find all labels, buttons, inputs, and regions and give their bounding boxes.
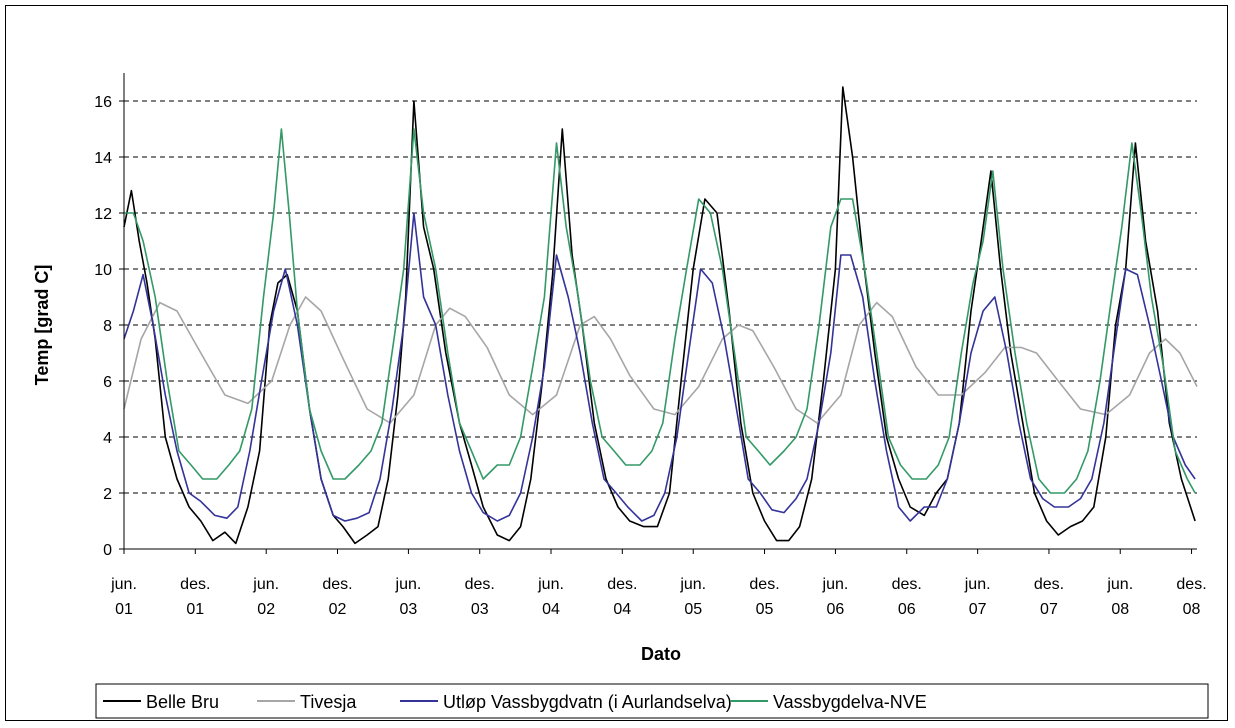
x-tick-label-year: 05 (684, 601, 702, 618)
series-line-2 (123, 212, 1196, 522)
y-axis-title: Temp [grad C] (32, 265, 52, 386)
x-tick-label-year: 04 (613, 601, 631, 618)
legend-label: Tivesja (300, 692, 357, 712)
x-tick-label-month: jun. (110, 576, 137, 593)
series-line-1 (123, 296, 1198, 424)
x-tick-label-year: 01 (115, 601, 133, 618)
x-tick-label-year: 08 (1183, 601, 1201, 618)
x-tick-label-month: des. (607, 576, 637, 593)
x-tick-label-year: 03 (400, 601, 418, 618)
y-tick-label: 4 (103, 430, 112, 447)
series-lines (123, 86, 1198, 545)
x-tick-label-month: jun. (537, 576, 564, 593)
x-tick-label-year: 04 (542, 601, 560, 618)
x-tick-label-month: jun. (1106, 576, 1133, 593)
legend-label: Utløp Vassbygdvatn (i Aurlandselva) (443, 692, 732, 712)
y-tick-label: 10 (94, 262, 112, 279)
x-tick-label-year: 07 (969, 601, 987, 618)
x-axis-title: Dato (641, 644, 681, 664)
x-tick-label-month: jun. (679, 576, 706, 593)
x-tick-label-month: des. (180, 576, 210, 593)
x-tick-label-year: 05 (756, 601, 774, 618)
x-tick-label-year: 06 (898, 601, 916, 618)
y-tick-label: 12 (94, 206, 112, 223)
x-tick-label-month: jun. (395, 576, 422, 593)
x-tick-label-year: 03 (471, 601, 489, 618)
legend-label: Vassbygdelva-NVE (773, 692, 927, 712)
y-tick-label: 8 (103, 318, 112, 335)
x-tick-label-year: 08 (1111, 601, 1129, 618)
x-tick-label-month: des. (465, 576, 495, 593)
y-tick-label: 0 (103, 542, 112, 559)
x-tick-label-month: jun. (964, 576, 991, 593)
legend-label: Belle Bru (146, 692, 219, 712)
y-tick-label: 6 (103, 374, 112, 391)
y-tick-labels: 0 2 4 6 8 10 12 14 16 (94, 94, 124, 559)
y-tick-label: 16 (94, 94, 112, 111)
x-tick-label-month: des. (749, 576, 779, 593)
x-tick-label-month: des. (892, 576, 922, 593)
x-tick-label-month: des. (322, 576, 352, 593)
x-tick-label-year: 06 (827, 601, 845, 618)
x-tick-label-year: 07 (1040, 601, 1058, 618)
gridlines (124, 100, 1197, 494)
x-tick-label-year: 01 (186, 601, 204, 618)
x-tick-label-month: des. (1034, 576, 1064, 593)
legend: Belle Bru Tivesja Utløp Vassbygdvatn (i Au… (95, 683, 1209, 719)
chart-frame (5, 5, 1228, 721)
y-tick-label: 2 (103, 486, 112, 503)
x-tick-label-year: 02 (257, 601, 275, 618)
y-tick-label: 14 (94, 150, 112, 167)
x-tick-label-month: jun. (822, 576, 849, 593)
axes (123, 73, 1197, 550)
x-tick-label-month: jun. (252, 576, 279, 593)
x-tick-label-month: des. (1176, 576, 1206, 593)
series-line-0 (123, 86, 1196, 545)
x-tick-labels: jun. 01 des. 01 jun. 02 des. 02 jun. 03 des. 03 jun.… (110, 549, 1207, 618)
x-tick-label-year: 02 (329, 601, 347, 618)
series-line-3 (124, 128, 1196, 494)
